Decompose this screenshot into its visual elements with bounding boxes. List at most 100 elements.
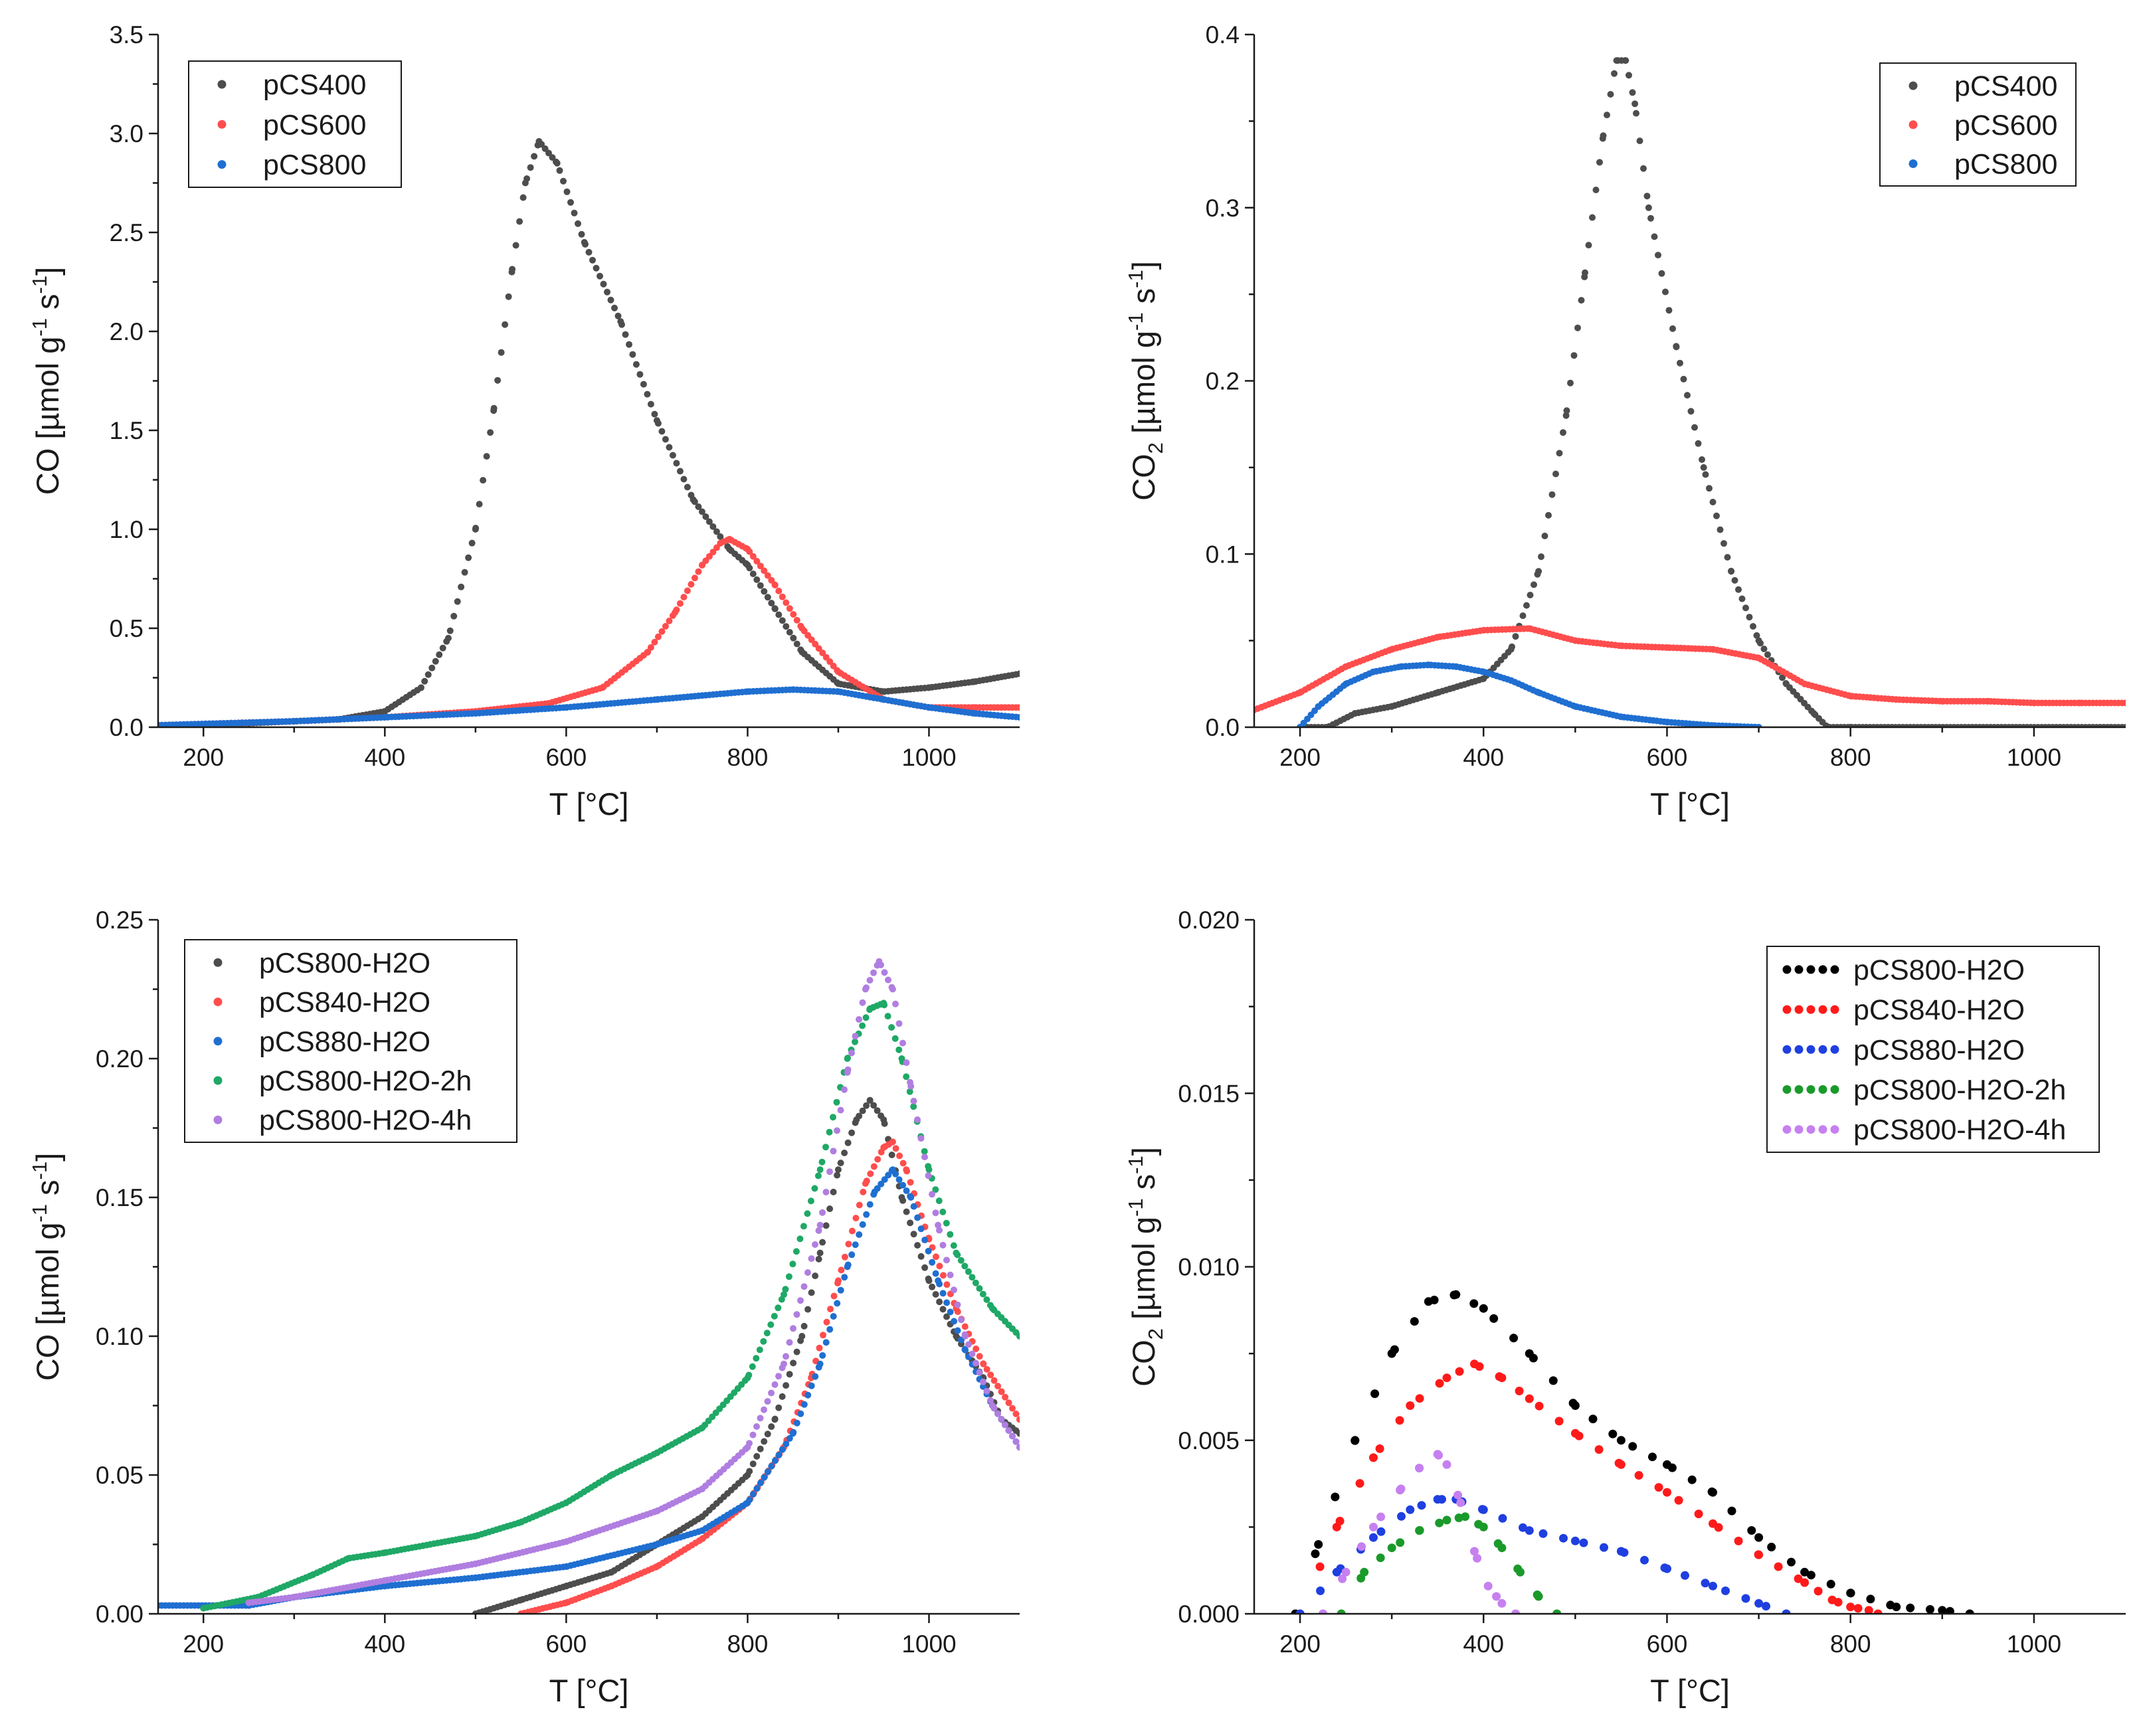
data-point (626, 341, 632, 348)
data-point (1498, 1514, 1507, 1523)
data-point (756, 1346, 763, 1353)
data-point (757, 563, 764, 570)
y-tick-label: 2.0 (110, 318, 143, 345)
data-point (980, 1378, 986, 1385)
data-point (994, 1383, 1002, 1390)
data-point (1760, 646, 1768, 653)
data-point-anchor (581, 238, 588, 246)
data-point (910, 1103, 917, 1110)
chart-panel-top-right: 200 400 600 800 1000 0.0 0.1 0.2 0.3 0.4 T [°C] CO2… (1124, 21, 2126, 822)
data-point (753, 1452, 761, 1460)
data-point-anchor (1370, 668, 1377, 675)
legend-marker (1818, 1085, 1827, 1094)
data-point-anchor (1343, 663, 1350, 670)
legend-label: pCS800-H2O (259, 947, 430, 979)
data-point-anchor (608, 1569, 615, 1576)
y-tick-label: 0.1 (1206, 541, 1240, 568)
data-point (895, 1176, 903, 1183)
data-point (1701, 1579, 1710, 1588)
data-point (878, 1180, 885, 1187)
data-point (632, 361, 640, 368)
data-point (830, 1114, 836, 1121)
data-point (1559, 1533, 1568, 1543)
data-point (1489, 1314, 1499, 1323)
data-point (1604, 112, 1610, 119)
data-point (951, 1318, 958, 1325)
data-point (1473, 1553, 1482, 1563)
data-point (1680, 375, 1687, 383)
data-point (640, 381, 647, 388)
data-point (888, 1024, 895, 1031)
data-point (863, 1211, 870, 1218)
data-point-anchor (1433, 1495, 1442, 1504)
data-point-anchor (1442, 1373, 1451, 1383)
data-point (753, 1423, 760, 1430)
data-point-anchor (1314, 1540, 1323, 1549)
data-point-anchor (834, 1277, 842, 1284)
data-point (852, 1038, 858, 1045)
data-point (1589, 214, 1596, 221)
data-point (465, 554, 472, 561)
x-tick-label: 400 (364, 1630, 405, 1658)
data-point (516, 218, 523, 225)
data-point (593, 264, 600, 272)
x-tick-label: 1000 (2007, 744, 2061, 771)
data-point (921, 1237, 929, 1244)
data-point-anchor (2076, 699, 2083, 707)
data-point-anchor (1801, 680, 1808, 687)
data-point (793, 1348, 800, 1355)
data-point-anchor (1572, 637, 1579, 644)
data-point (1396, 1538, 1405, 1547)
data-point (567, 199, 574, 206)
data-point-anchor (862, 1180, 869, 1187)
data-point (800, 1223, 807, 1230)
x-tick-label: 200 (183, 744, 224, 771)
data-point (881, 969, 888, 976)
y-tick-label: 0.0 (110, 714, 143, 741)
data-point (1753, 632, 1760, 639)
data-point (498, 349, 505, 356)
y-axis-title: CO2 [µmol g-1 s-1] (1124, 261, 1167, 501)
y-tick-label: 3.0 (110, 120, 143, 147)
data-point-anchor (1369, 1522, 1378, 1531)
data-point-anchor (563, 1538, 570, 1545)
data-point (713, 544, 720, 551)
data-point-anchor (1800, 1578, 1810, 1587)
y-axis-title: CO [µmol g-1 s-1] (28, 267, 65, 495)
data-point-anchor (1572, 703, 1579, 710)
data-point (1655, 252, 1661, 259)
data-point (939, 1272, 947, 1279)
plot-area (158, 958, 1020, 1614)
data-point (1611, 70, 1618, 77)
data-point (793, 640, 800, 648)
data-point (757, 582, 764, 589)
data-point (957, 1257, 965, 1264)
legend-label: pCS840-H2O (1853, 994, 2025, 1026)
data-point-anchor (925, 684, 933, 691)
data-point-anchor (490, 407, 498, 414)
data-point (951, 1286, 957, 1294)
data-point-anchor (980, 1360, 987, 1367)
legend-marker (1794, 1085, 1804, 1094)
data-point-anchor (1599, 135, 1606, 142)
data-point (1331, 1492, 1340, 1502)
data-point (1684, 392, 1691, 399)
data-point (819, 1352, 826, 1359)
data-point-anchor (444, 634, 452, 642)
data-point (450, 612, 458, 620)
data-point (1665, 307, 1673, 314)
data-point-anchor (1755, 654, 1762, 661)
x-tick-label: 1000 (2007, 1630, 2061, 1658)
data-point (768, 1462, 775, 1470)
data-point (907, 1179, 914, 1186)
data-point (1787, 1557, 1796, 1567)
data-point-anchor (563, 1583, 570, 1590)
data-point (571, 209, 578, 217)
data-point (1853, 1604, 1863, 1613)
data-point-anchor (816, 1360, 824, 1367)
data-point (1552, 470, 1559, 477)
legend-marker (1806, 1045, 1815, 1054)
data-point (1746, 614, 1753, 621)
data-point-anchor (672, 609, 679, 616)
data-point (1560, 429, 1566, 436)
